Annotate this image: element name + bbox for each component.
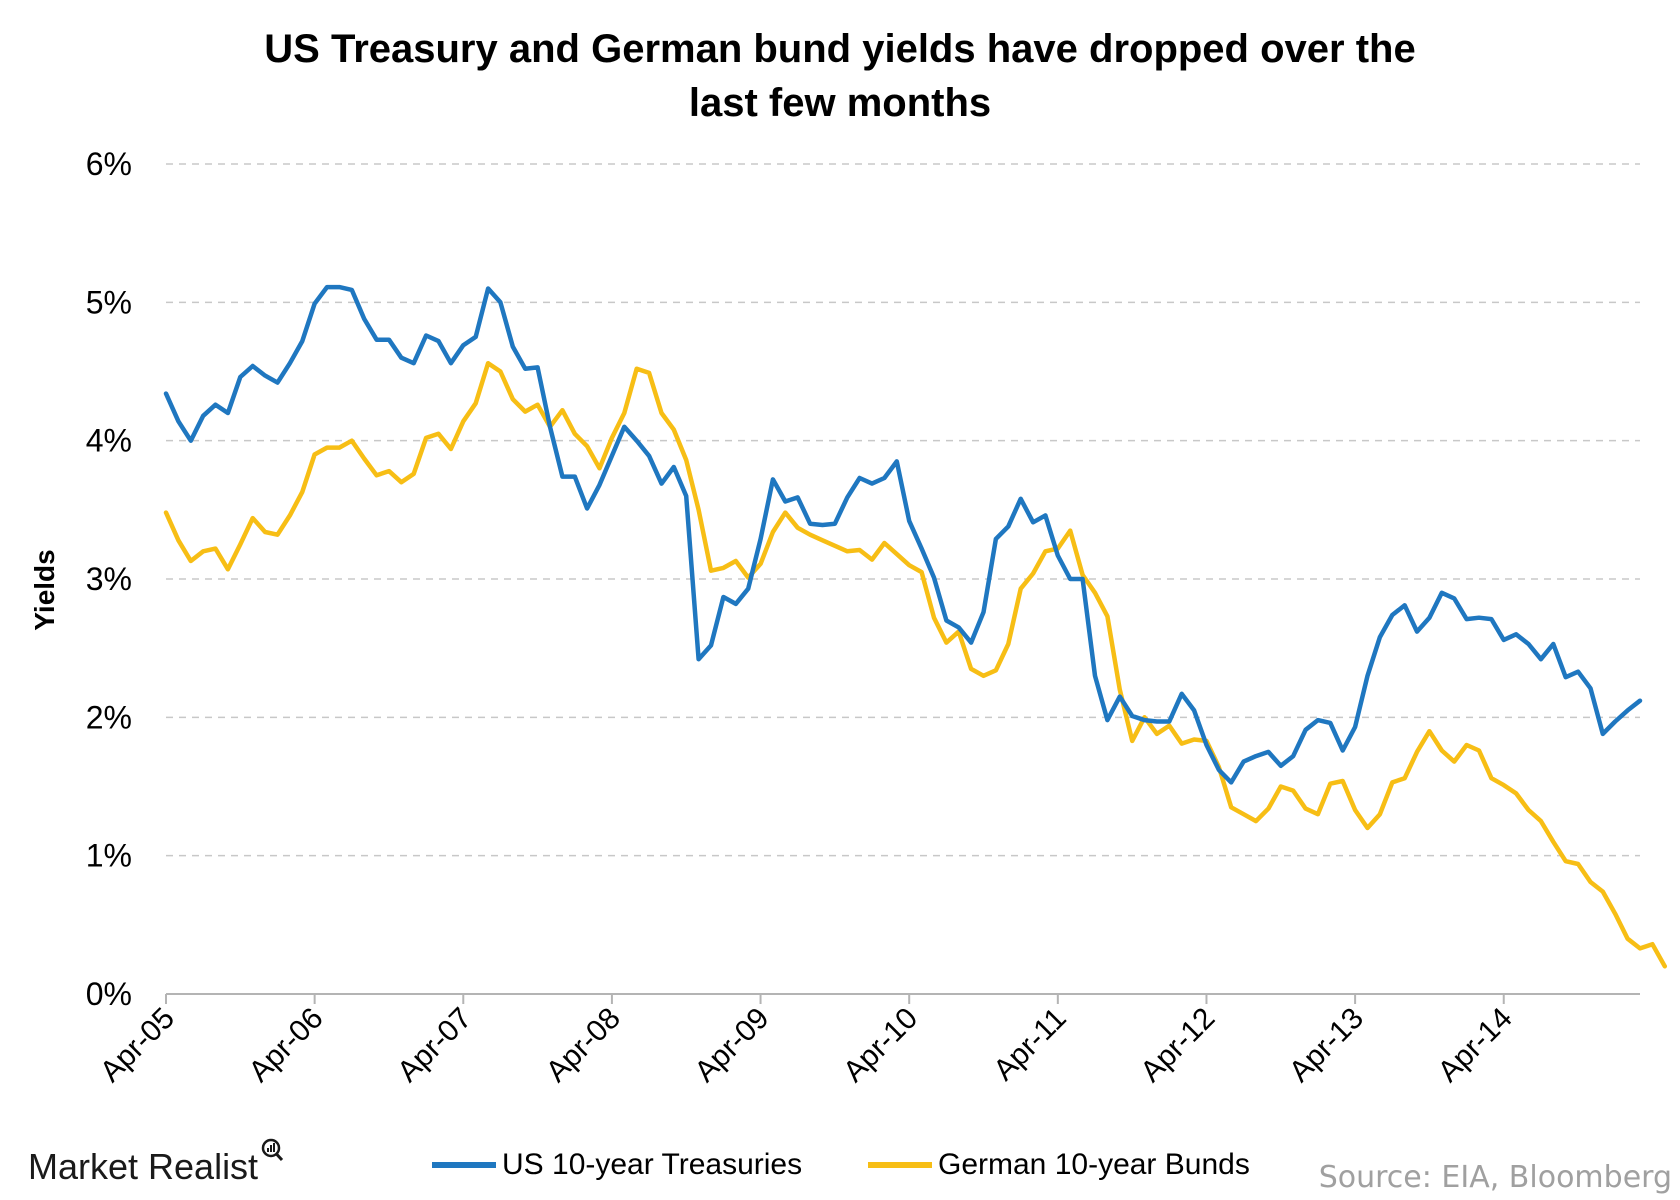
y-axis-label: Yields: [29, 549, 60, 630]
chart-title: US Treasury and German bund yields have …: [140, 22, 1540, 130]
x-tick-label: Apr-14: [1432, 1002, 1519, 1089]
y-tick-label: 1%: [86, 838, 132, 874]
logo-text: Market Realist: [28, 1146, 259, 1187]
y-tick-label: 4%: [86, 423, 132, 459]
x-tick-label: Apr-12: [1134, 1002, 1221, 1089]
market-realist-logo: Market Realist: [28, 1138, 284, 1188]
x-tick-label: Apr-06: [243, 1002, 330, 1089]
legend-swatch-us: [432, 1162, 496, 1168]
axes: 0% 1% 2% 3% 4% 5% 6% Apr-05 Apr-06 Apr-07 Apr-08 Ap…: [86, 146, 1640, 1089]
legend-label-de: German 10-year Bunds: [938, 1148, 1250, 1181]
y-tick-label: 6%: [86, 146, 132, 182]
x-tick-label: Apr-09: [688, 1002, 775, 1089]
series-line-us-treasuries: [163, 284, 1643, 785]
y-tick-label: 0%: [86, 976, 132, 1012]
y-tick-label: 2%: [86, 699, 132, 735]
chart-title-line-2: last few months: [688, 81, 992, 125]
series-lines: [163, 284, 1668, 969]
magnifier-chart-icon: [261, 1138, 284, 1162]
series-line-german-bunds: [163, 360, 1668, 969]
y-tick-label: 5%: [86, 284, 132, 320]
x-tick-label: Apr-07: [391, 1002, 478, 1089]
legend-label-us: US 10-year Treasuries: [502, 1148, 803, 1181]
x-tick-label: Apr-11: [987, 1002, 1072, 1087]
x-tick-label: Apr-13: [1283, 1002, 1370, 1089]
source-note: Source: EIA, Bloomberg: [1318, 1160, 1672, 1195]
gridlines: [166, 163, 1640, 857]
y-tick-label: 3%: [86, 561, 132, 597]
legend-item-de: German 10-year Bunds: [868, 1148, 1250, 1182]
legend-swatch-de: [868, 1162, 932, 1168]
chart-title-line-1: US Treasury and German bund yields have …: [264, 27, 1416, 71]
x-tick-label: Apr-05: [94, 1002, 181, 1089]
legend-item-us: US 10-year Treasuries: [432, 1148, 802, 1182]
x-tick-label: Apr-08: [540, 1002, 627, 1089]
x-tick-label: Apr-10: [837, 1002, 924, 1089]
